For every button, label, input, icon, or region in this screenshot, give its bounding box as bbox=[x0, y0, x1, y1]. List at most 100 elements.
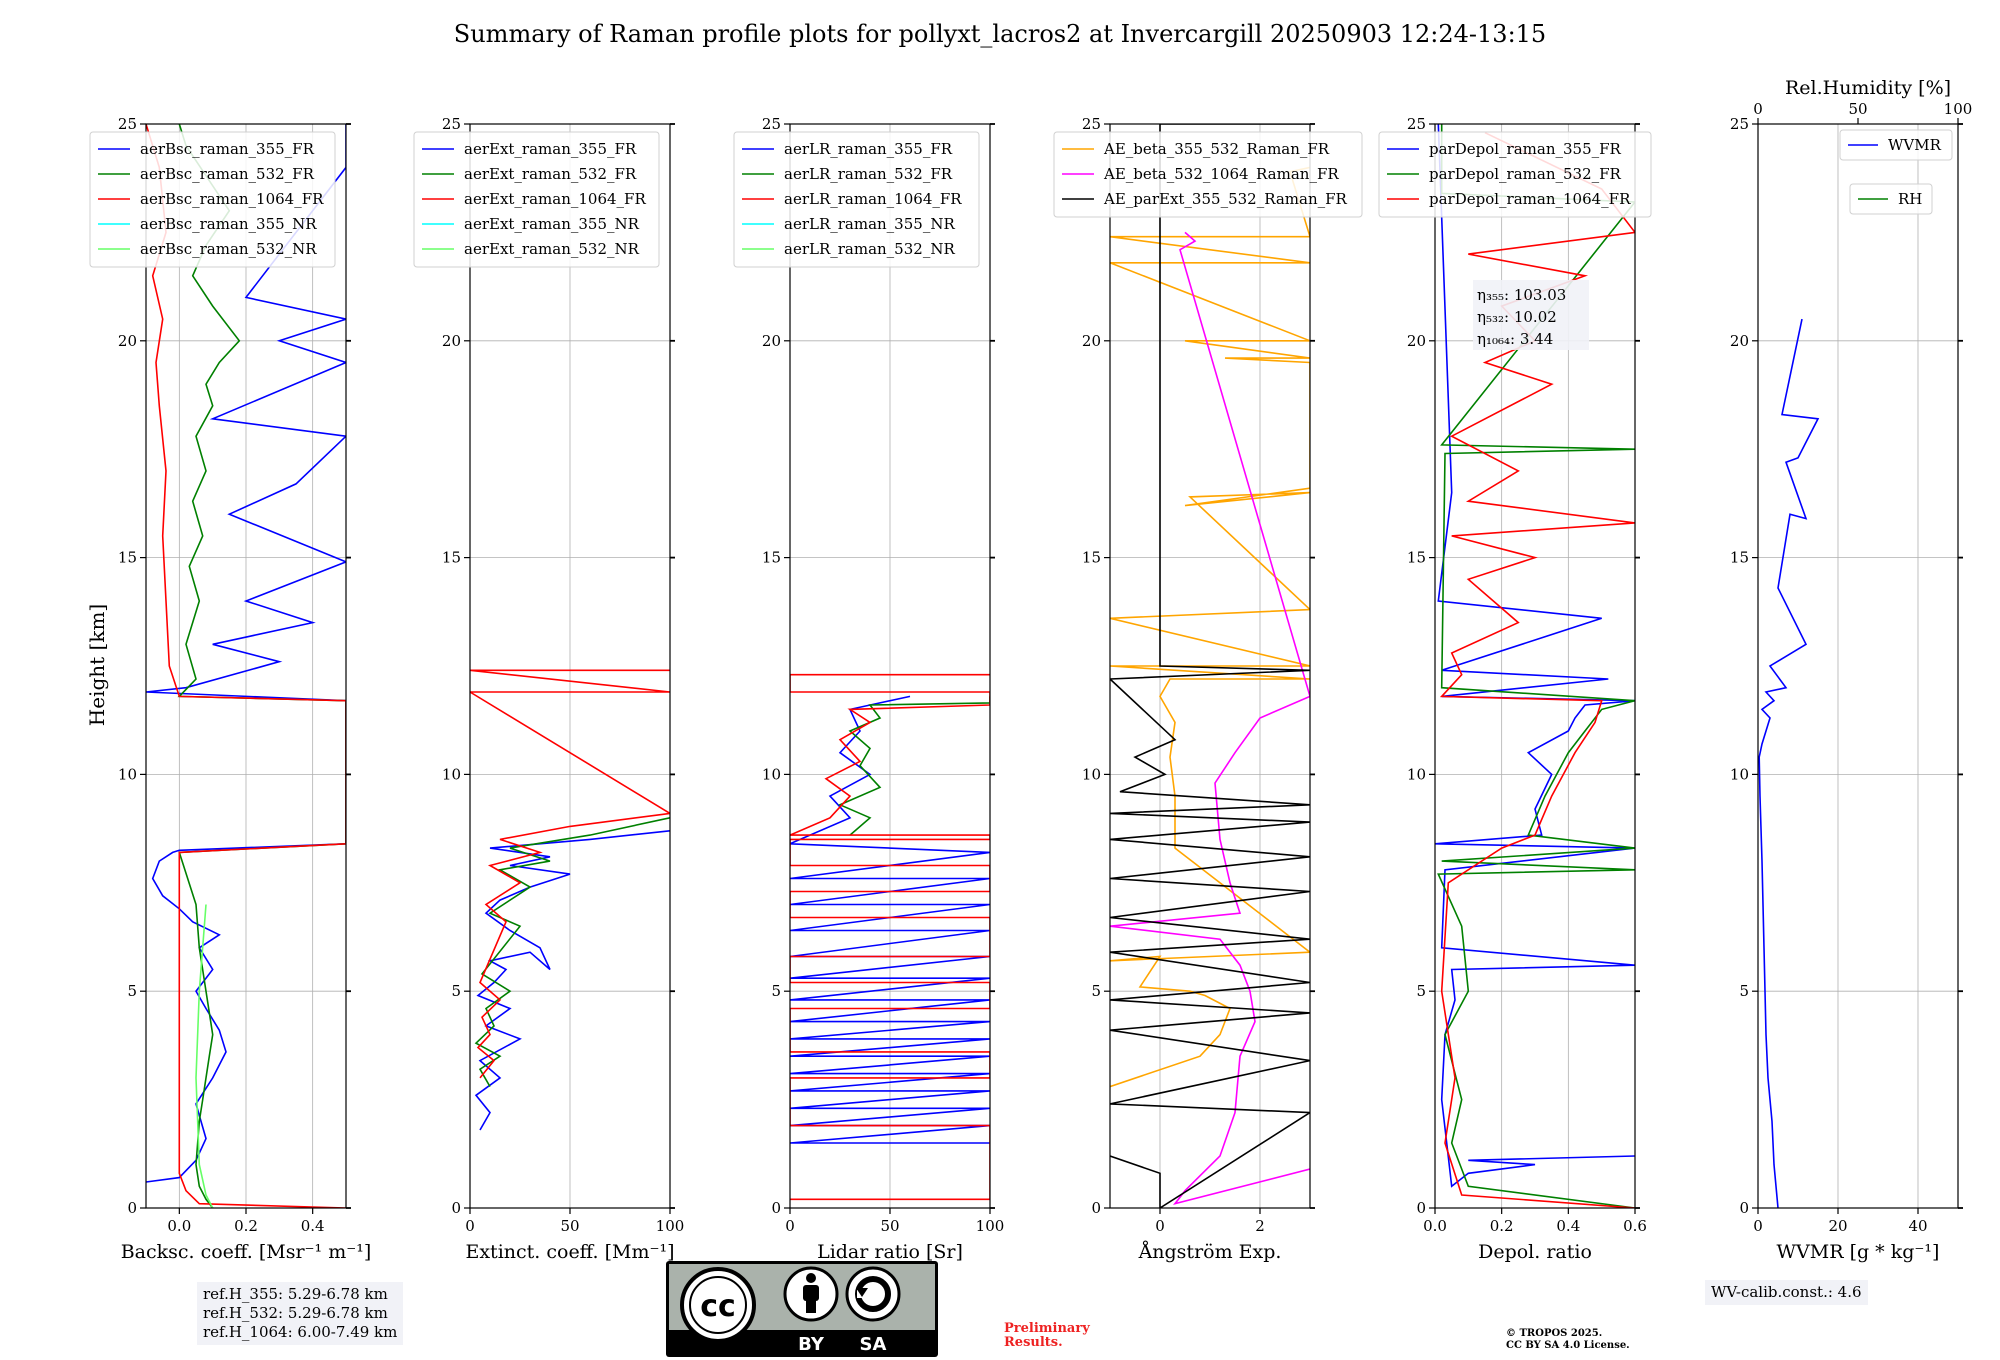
top-x-tick-label: 100 bbox=[1944, 100, 1973, 118]
series-line-parDepol_raman_355_FR bbox=[1435, 124, 1635, 1188]
legend-label: aerBsc_raman_1064_FR bbox=[140, 190, 324, 208]
top-x-tick-label: 50 bbox=[1848, 100, 1867, 118]
y-tick-label: 25 bbox=[762, 115, 781, 133]
series-line-AE_parExt_355_532_Raman_FR bbox=[1110, 124, 1310, 1208]
x-tick-label: 0.2 bbox=[1490, 1217, 1514, 1235]
ref-height-532: ref.H_532: 5.29-6.78 km bbox=[203, 1304, 388, 1322]
x-tick-label: 0 bbox=[1155, 1217, 1165, 1235]
x-axis-label: Ångström Exp. bbox=[1138, 1241, 1282, 1263]
series-line-parDepol_raman_532_FR bbox=[1437, 124, 1635, 1208]
y-axis-label: Height [km] bbox=[85, 604, 109, 726]
series-group bbox=[1110, 124, 1310, 1208]
panel-ae: 0 5 10 15 20 25 0 2 Ångström Exp. AE_beta_355_532… bbox=[1053, 115, 1363, 1263]
legend-label: aerLR_raman_532_NR bbox=[784, 240, 955, 258]
x-tick-label: 2 bbox=[1255, 1217, 1265, 1235]
legend-label: aerLR_raman_355_FR bbox=[784, 140, 953, 158]
top-x-tick-label: 0 bbox=[1753, 100, 1763, 118]
legend-box bbox=[89, 131, 336, 268]
series-line-aerBsc_raman_1064_FR bbox=[146, 124, 346, 1208]
x-tick-label: 0.4 bbox=[301, 1217, 325, 1235]
preliminary-note: Preliminary Results. bbox=[1004, 1322, 1090, 1350]
legend-label: WVMR bbox=[1888, 136, 1942, 154]
legend-label: AE_parExt_355_532_Raman_FR bbox=[1103, 190, 1348, 208]
legend-label: parDepol_raman_355_FR bbox=[1429, 140, 1622, 158]
series-line-RH bbox=[1990, 857, 2000, 1208]
panel-bsc: 0 5 10 15 20 25 0.0 0.2 0.4 Backsc. coeff. [Msr⁻¹… bbox=[89, 115, 372, 1263]
series-line-aerBsc_raman_532_NR bbox=[195, 904, 214, 1208]
legend-label: AE_beta_355_532_Raman_FR bbox=[1103, 140, 1330, 158]
y-tick-label: 20 bbox=[1407, 332, 1426, 350]
y-tick-label: 0 bbox=[771, 1199, 781, 1217]
y-tick-label: 5 bbox=[127, 982, 137, 1000]
plot-frame bbox=[1757, 123, 1959, 1209]
sa-text: SA bbox=[860, 1334, 887, 1355]
x-tick-label: 0 bbox=[1753, 1217, 1763, 1235]
series-line-aerLR_raman_1064_FR bbox=[790, 673, 990, 1201]
x-tick-label: 0 bbox=[785, 1217, 795, 1235]
legend-label: aerExt_raman_532_NR bbox=[464, 240, 640, 258]
preliminary-line-2: Results. bbox=[1004, 1335, 1063, 1350]
legend-box bbox=[1849, 183, 1933, 215]
y-tick-label: 5 bbox=[451, 982, 461, 1000]
y-tick-label: 10 bbox=[442, 765, 461, 783]
legend-label: AE_beta_532_1064_Raman_FR bbox=[1103, 165, 1339, 183]
y-tick-label: 10 bbox=[1730, 765, 1749, 783]
panel-dep: 0 5 10 15 20 25 0.0 0.2 0.4 0.6 Depol. ratio parDep… bbox=[1378, 115, 1652, 1263]
legend-label: aerExt_raman_1064_FR bbox=[464, 190, 646, 208]
y-tick-label: 0 bbox=[451, 1199, 461, 1217]
legend-label: aerBsc_raman_532_NR bbox=[140, 240, 317, 258]
ref-height-355: ref.H_355: 5.29-6.78 km bbox=[203, 1285, 388, 1303]
x-axis-label: Lidar ratio [Sr] bbox=[817, 1241, 963, 1263]
y-tick-label: 0 bbox=[1739, 1199, 1749, 1217]
x-tick-label: 100 bbox=[656, 1217, 685, 1235]
preliminary-line-1: Preliminary bbox=[1004, 1321, 1090, 1336]
series-line-aerExt_raman_1064_FR bbox=[470, 669, 670, 1079]
sa-share-icon bbox=[845, 1266, 901, 1322]
reference-height-box: ref.H_355: 5.29-6.78 km ref.H_532: 5.29-… bbox=[197, 1282, 404, 1345]
y-tick-label: 25 bbox=[1082, 115, 1101, 133]
copyright-note: © TROPOS 2025. CC BY SA 4.0 License. bbox=[1506, 1328, 1630, 1352]
series-group bbox=[1758, 318, 2000, 1208]
y-tick-label: 25 bbox=[442, 115, 461, 133]
x-axis-label: Extinct. coeff. [Mm⁻¹] bbox=[465, 1241, 674, 1263]
y-tick-label: 10 bbox=[118, 765, 137, 783]
annotation-line: η₁₀₆₄: 3.44 bbox=[1477, 330, 1553, 348]
legend: WVMR RH bbox=[1839, 129, 1953, 215]
ref-height-1064: ref.H_1064: 6.00-7.49 km bbox=[203, 1323, 398, 1341]
x-tick-label: 50 bbox=[560, 1217, 579, 1235]
x-tick-label: 0.2 bbox=[234, 1217, 258, 1235]
series-line-aerBsc_raman_532_FR bbox=[177, 124, 346, 1208]
y-tick-label: 5 bbox=[1416, 982, 1426, 1000]
x-tick-label: 100 bbox=[976, 1217, 1005, 1235]
y-tick-label: 20 bbox=[1082, 332, 1101, 350]
legend-box bbox=[1839, 129, 1953, 161]
legend: aerBsc_raman_355_FR aerBsc_raman_532_FRae… bbox=[89, 131, 336, 268]
cc-by-sa-logo: cc BY SA bbox=[666, 1261, 938, 1357]
y-tick-label: 5 bbox=[1739, 982, 1749, 1000]
y-tick-label: 10 bbox=[1082, 765, 1101, 783]
legend-box bbox=[733, 131, 980, 268]
x-axis-label: Backsc. coeff. [Msr⁻¹ m⁻¹] bbox=[121, 1241, 372, 1263]
legend: aerExt_raman_355_FR aerExt_raman_532_FRae… bbox=[413, 131, 660, 268]
y-tick-label: 20 bbox=[442, 332, 461, 350]
legend-label: parDepol_raman_532_FR bbox=[1429, 165, 1622, 183]
panel-lr: 0 5 10 15 20 25 0 50 100 Lidar ratio [Sr] aerLR_ra… bbox=[733, 115, 1005, 1263]
legend-box bbox=[413, 131, 660, 268]
panel-ext: 0 5 10 15 20 25 0 50 100 Extinct. coeff. [Mm⁻¹] ae… bbox=[413, 115, 685, 1263]
y-tick-label: 5 bbox=[771, 982, 781, 1000]
legend-label: aerBsc_raman_355_NR bbox=[140, 215, 317, 233]
legend-label: aerBsc_raman_355_FR bbox=[140, 140, 315, 158]
x-tick-label: 50 bbox=[880, 1217, 899, 1235]
series-line-WVMR bbox=[1758, 318, 1820, 1208]
y-tick-label: 20 bbox=[762, 332, 781, 350]
x-tick-label: 0.4 bbox=[1556, 1217, 1580, 1235]
cc-text: cc bbox=[700, 1289, 736, 1324]
by-text: BY bbox=[798, 1334, 825, 1355]
annotation-line: η₅₃₂: 10.02 bbox=[1477, 308, 1557, 326]
copyright-line-2: CC BY SA 4.0 License. bbox=[1506, 1340, 1630, 1351]
legend: aerLR_raman_355_FR aerLR_raman_532_FR aerL… bbox=[733, 131, 980, 268]
plot-frame bbox=[1109, 123, 1311, 1209]
legend-label: aerExt_raman_355_FR bbox=[464, 140, 637, 158]
